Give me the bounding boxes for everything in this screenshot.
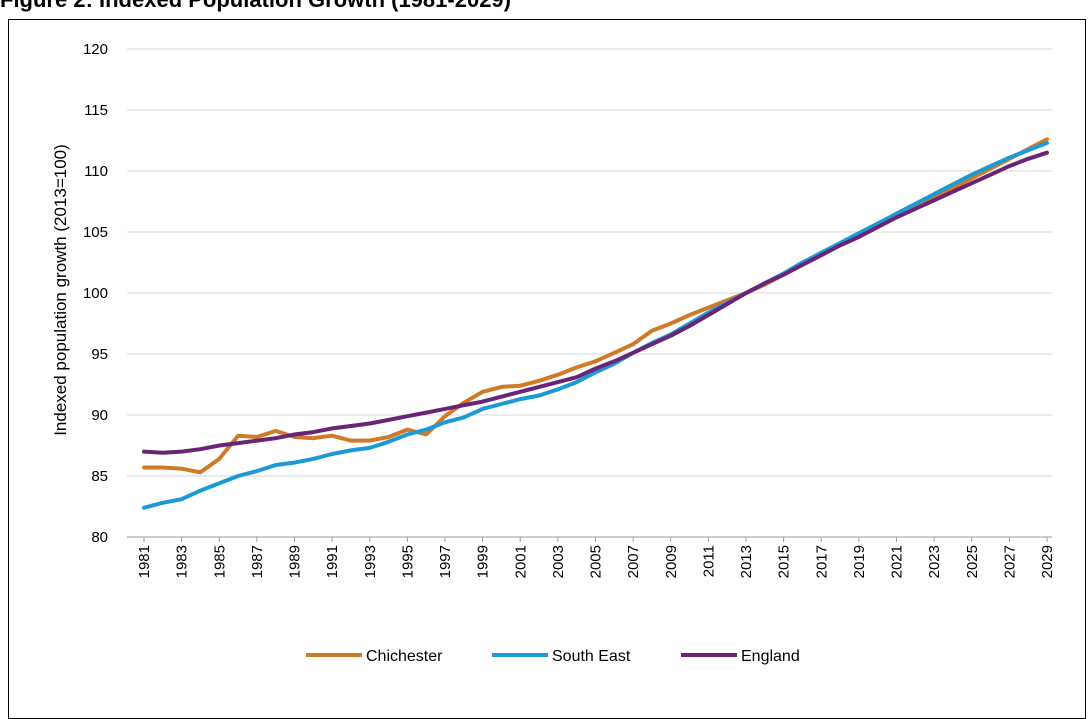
- series-line-chichester: [142, 137, 1049, 475]
- x-tick-label: 1981: [136, 545, 153, 578]
- x-tick-label: 1995: [399, 545, 416, 578]
- x-tick-label: 2025: [964, 545, 981, 578]
- legend-label-england: England: [741, 648, 800, 665]
- x-tick-label: 1987: [249, 545, 266, 578]
- legend-label-south-east: South East: [552, 648, 631, 665]
- series-line-england: [142, 150, 1049, 455]
- y-tick-label: 95: [91, 346, 108, 363]
- x-tick-label: 2023: [926, 545, 943, 578]
- figure-heading: Figure 2: Indexed Population Growth (198…: [0, 0, 511, 13]
- y-axis-ticks: 80 85 90 95 100 105 110 115 120: [83, 41, 108, 546]
- x-tick-label: 2021: [889, 545, 906, 578]
- legend: Chichester South East England: [306, 648, 800, 665]
- y-tick-label: 85: [91, 468, 108, 485]
- y-axis-title: Indexed population growth (2013=100): [51, 144, 70, 436]
- x-tick-label: 2029: [1039, 545, 1056, 578]
- population-growth-chart: 80 85 90 95 100 105 110 115 120 1981 1983 1985 1987…: [51, 41, 1056, 665]
- x-tick-label: 2027: [1001, 545, 1018, 578]
- x-tick-label: 2007: [625, 545, 642, 578]
- x-tick-label: 2005: [588, 545, 605, 578]
- y-tick-label: 105: [83, 224, 108, 241]
- x-tick-label: 1989: [287, 545, 304, 578]
- y-tick-label: 120: [83, 41, 108, 58]
- series-line-south-east: [142, 140, 1049, 510]
- series-lines: [142, 137, 1049, 510]
- x-tick-label: 2009: [663, 545, 680, 578]
- x-tick-label: 1997: [437, 545, 454, 578]
- x-tick-label: 2001: [512, 545, 529, 578]
- x-tick-label: 1993: [362, 545, 379, 578]
- gridlines: [127, 48, 1052, 538]
- x-tick-label: 2017: [813, 545, 830, 578]
- x-tick-label: 1985: [211, 545, 228, 578]
- y-tick-label: 80: [91, 529, 108, 546]
- x-tick-label: 1991: [324, 545, 341, 578]
- legend-label-chichester: Chichester: [366, 648, 443, 665]
- y-tick-label: 100: [83, 285, 108, 302]
- x-tick-label: 2015: [776, 545, 793, 578]
- x-tick-label: 2011: [700, 545, 717, 577]
- y-tick-label: 110: [84, 163, 108, 180]
- x-tick-label: 2019: [851, 545, 868, 578]
- x-tick-label: 2003: [550, 545, 567, 578]
- y-tick-label: 90: [91, 407, 108, 424]
- x-tick-label: 2013: [738, 545, 755, 578]
- x-axis-ticks: 1981 1983 1985 1987 1989 1991 1993 1995 1997 1999…: [136, 537, 1056, 578]
- x-tick-label: 1999: [475, 545, 492, 578]
- x-tick-label: 1983: [174, 545, 191, 578]
- y-tick-label: 115: [84, 102, 108, 119]
